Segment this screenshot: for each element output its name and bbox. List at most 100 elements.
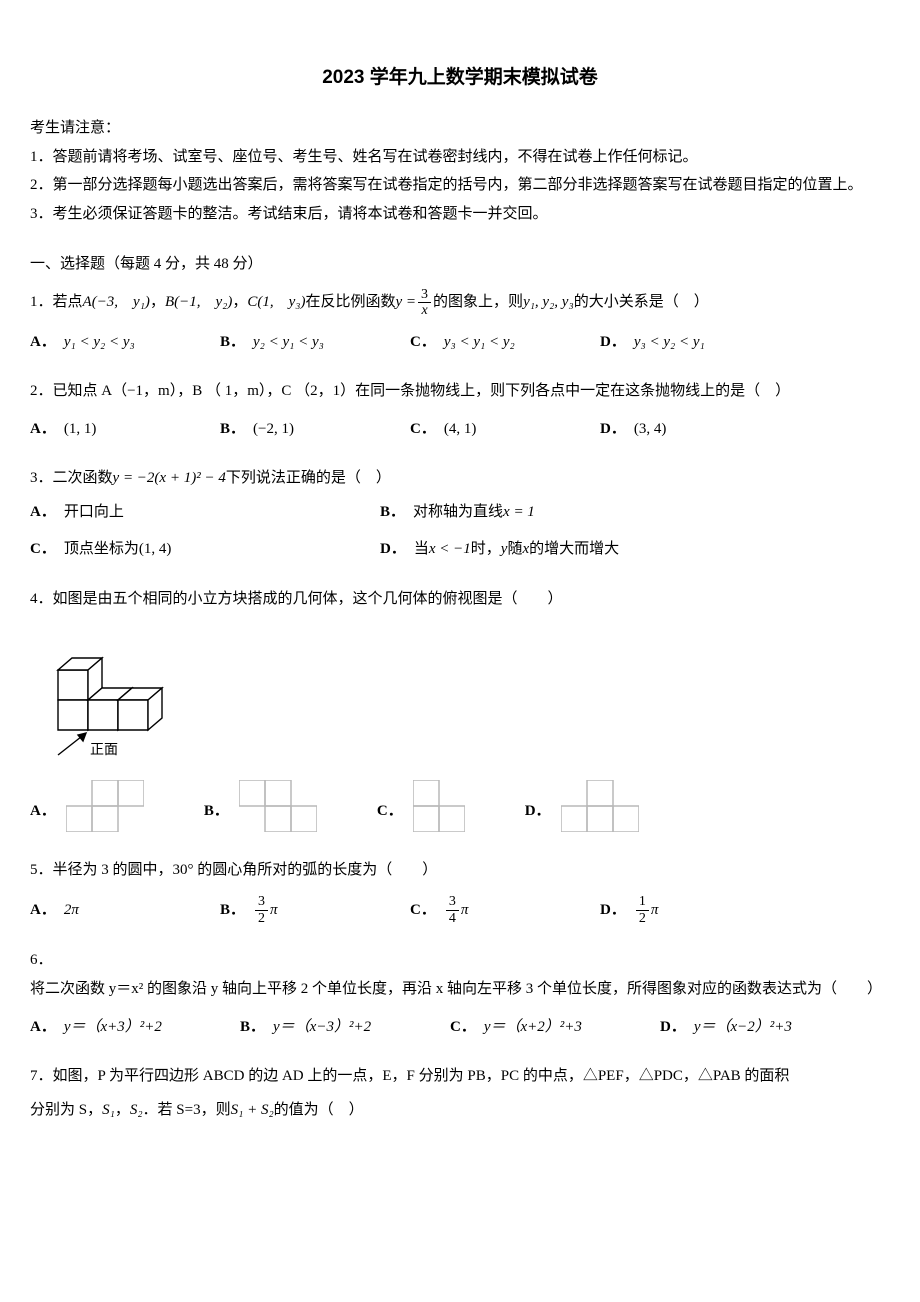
q2-opt-c[interactable]: C．(4, 1) [410,415,590,444]
q2-opt-d[interactable]: D． (3, 4) [600,415,780,444]
instruction-1: 1．答题前请将考场、试室号、座位号、考生号、姓名写在试卷密封线内，不得在试卷上作… [30,143,890,172]
q3-pre: 二次函数 [53,464,113,493]
q2-opt-a[interactable]: A． (1, 1) [30,415,210,444]
q4-opt-c[interactable]: C． [377,780,465,832]
label-c: C． [30,535,56,564]
q3-opt-a-text: 开口向上 [64,498,124,527]
q5-opt-a[interactable]: A． 2π [30,896,210,925]
q4-opt-d[interactable]: D． [525,780,639,832]
q7-stem-line1: 7． 如图，P 为平行四边形 ABCD 的边 AD 上的一点，E，F 分别为 P… [30,1062,890,1091]
question-4: 4． 如图是由五个相同的小立方块搭成的几何体，这个几何体的俯视图是（ ） [30,585,890,842]
label-d: D． [600,415,626,444]
q5-opt-d[interactable]: D． 12 π [600,894,780,926]
q3-opt-d-cond: x < −1 [429,535,471,564]
q3-opt-b-pre: 对称轴为直线 [413,498,503,527]
question-2: 2． 已知点 A（−1，m），B （ 1，m），C （2，1）在同一条抛物线上，… [30,377,890,450]
label-b: B． [240,1013,265,1042]
q2-opt-d-text: (3, 4) [634,415,667,444]
q1-num: 1． [30,288,53,317]
q6-opt-d[interactable]: D． y＝（x−2）²+3 [660,1013,840,1042]
label-c: C． [410,415,436,444]
label-d: D． [660,1013,686,1042]
q5-opt-b[interactable]: B． 32 π [220,894,400,926]
question-6: 6． 将二次函数 y＝x² 的图象沿 y 轴向上平移 2 个单位长度，再沿 x … [30,946,890,1048]
q1-opt-a-text: y₁ < y₂ < y₃ [64,328,135,357]
q5-b-den: 2 [255,910,268,926]
q6-opt-b[interactable]: B．y＝（x−3）²+2 [240,1013,440,1042]
q3-opt-d[interactable]: D．当 x < −1 时， y 随 x 的增大而增大 [380,535,720,564]
label-d: D． [525,797,551,826]
q4-stem-text: 如图是由五个相同的小立方块搭成的几何体，这个几何体的俯视图是（ ） [53,585,563,614]
instructions-block: 考生请注意： 1．答题前请将考场、试室号、座位号、考生号、姓名写在试卷密封线内，… [30,114,890,228]
q1-opt-a[interactable]: A．y₁ < y₂ < y₃ [30,328,210,357]
q1-opt-d[interactable]: D． y₃ < y₂ < y₁ [600,328,780,357]
label-b: B． [380,498,405,527]
label-c: C． [377,797,403,826]
q4-opt-b[interactable]: B． [204,780,317,832]
q3-opt-b-eq: x = 1 [503,498,535,527]
label-c: C． [450,1013,476,1042]
q2-options: A． (1, 1) B．(−2, 1) C．(4, 1) D． (3, 4) [30,415,890,444]
q1-pointB: B(−1, y₂) [165,288,232,317]
q2-opt-a-text: (1, 1) [64,415,97,444]
q5-opt-a-text: 2π [64,896,79,925]
label-d: D． [380,535,406,564]
q5-opt-c[interactable]: C． 34 π [410,894,590,926]
q6-opt-a[interactable]: A． y＝（x+3）²+2 [30,1013,230,1042]
page-title: 2023 学年九上数学期末模拟试卷 [30,60,890,96]
q3-opt-c-pt: (1, 4) [139,535,172,564]
q3-opt-d-mid2: 随 [507,535,522,564]
label-d: D． [600,896,626,925]
q7-mid: ．若 S=3，则 [143,1096,231,1125]
q3-opt-c[interactable]: C．顶点坐标为 (1, 4) [30,535,370,564]
label-b: B． [204,797,229,826]
q5-num: 5． [30,856,53,885]
q5-stem: 5． 半径为 3 的圆中，30° 的圆心角所对的弧的长度为（ ） [30,856,890,885]
q3-options: A． 开口向上 B． 对称轴为直线 x = 1 C．顶点坐标为 (1, 4) D．当… [30,498,890,571]
q4-stem: 4． 如图是由五个相同的小立方块搭成的几何体，这个几何体的俯视图是（ ） [30,585,890,614]
q1-sep2: ， [232,288,247,317]
q3-opt-b[interactable]: B． 对称轴为直线 x = 1 [380,498,720,527]
section-1-title: 一、选择题（每题 4 分，共 48 分） [30,250,890,279]
label-d: D． [600,328,626,357]
q1-opt-b[interactable]: B．y₂ < y₁ < y₃ [220,328,400,357]
q2-num: 2． [30,377,53,406]
q7-stem-a: 如图，P 为平行四边形 ABCD 的边 AD 上的一点，E，F 分别为 PB，P… [53,1062,790,1091]
q3-opt-d-y: y [501,535,508,564]
label-a: A． [30,415,56,444]
q1-options: A．y₁ < y₂ < y₃ B．y₂ < y₁ < y₃ C．y₃ < y₁ … [30,328,890,357]
q1-sep1: ， [150,288,165,317]
q4-opt-a[interactable]: A． [30,780,144,832]
q4-opt-d-shape [561,780,639,832]
q6-stem-text: 将二次函数 y＝x² 的图象沿 y 轴向上平移 2 个单位长度，再沿 x 轴向左… [30,975,882,1004]
q6-num: 6． [30,946,53,975]
label-c: C． [410,896,436,925]
q2-opt-b[interactable]: B．(−2, 1) [220,415,400,444]
q7-tail: 的值为（ ） [274,1096,364,1125]
q3-opt-d-mid: 时， [471,535,501,564]
label-a: A． [30,498,56,527]
q1-ys: y₁, y₂, y₃ [523,288,574,317]
q1-opt-c[interactable]: C．y₃ < y₁ < y₂ [410,328,590,357]
q7-stem-line2: 分别为 S， S₁ ， S₂ ．若 S=3，则 S₁ + S₂ 的值为（ ） [30,1096,890,1125]
q6-opt-a-text: y＝（x+3）²+2 [64,1013,162,1042]
label-a: A． [30,1013,56,1042]
q7-sum: S₁ + S₂ [231,1096,274,1125]
q2-opt-b-text: (−2, 1) [253,415,294,444]
q4-front-label: 正面 [90,743,118,758]
q4-opt-a-shape [66,780,144,832]
instruction-3: 3．考生必须保证答题卡的整洁。考试结束后，请将本试卷和答题卡一并交回。 [30,200,890,229]
q2-stem-text: 已知点 A（−1，m），B （ 1，m），C （2，1）在同一条抛物线上，则下列… [53,377,791,406]
q6-opt-c[interactable]: C．y＝（x+2）²+3 [450,1013,650,1042]
label-b: B． [220,896,245,925]
question-1: 1． 若点 A(−3, y₁) ， B(−1, y₂) ， C(1, y₃) 在… [30,287,890,363]
q6-opt-d-text: y＝（x−2）²+3 [694,1013,792,1042]
q7-stem-b-pre: 分别为 S， [30,1096,102,1125]
q4-opt-c-shape [413,780,465,832]
q5-opt-c-tail: π [461,896,469,925]
label-a: A． [30,896,56,925]
q1-post: 的图象上，则 [433,288,523,317]
q3-opt-a[interactable]: A． 开口向上 [30,498,370,527]
q1-opt-d-text: y₃ < y₂ < y₁ [634,328,705,357]
q3-stem: 3． 二次函数 y = −2(x + 1)² − 4 下列说法正确的是（ ） [30,464,890,493]
